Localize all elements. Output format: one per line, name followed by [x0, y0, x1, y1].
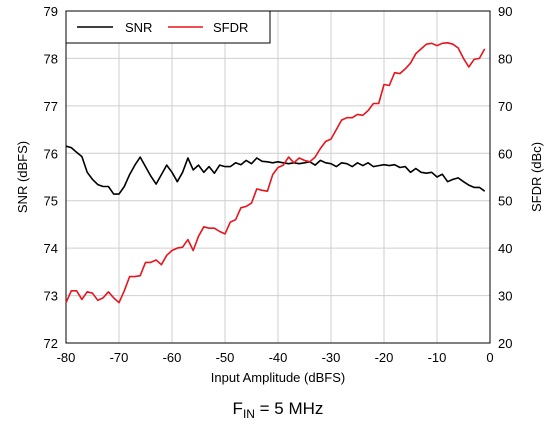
- y-right-tick-label: 40: [498, 241, 512, 256]
- y-right-axis-label: SFDR (dBc): [529, 142, 544, 212]
- x-tick-label: -50: [216, 350, 235, 365]
- y-left-tick-labels: 72 73 74 75 76 77 78 79: [44, 4, 58, 351]
- y-right-tick-label: 30: [498, 289, 512, 304]
- y-right-tick-label: 20: [498, 336, 512, 351]
- x-tick-label: -20: [375, 350, 394, 365]
- series-lines: [65, 41, 486, 304]
- y-left-tick-label: 77: [44, 99, 58, 114]
- y-left-tick-label: 73: [44, 289, 58, 304]
- y-right-tick-label: 60: [498, 146, 512, 161]
- x-tick-labels: -80 -70 -60 -50 -40 -30 -20 -10 0: [57, 350, 494, 365]
- y-right-tick-label: 50: [498, 194, 512, 209]
- x-tick-label: -40: [269, 350, 288, 365]
- y-left-tick-label: 78: [44, 51, 58, 66]
- x-tick-label: -80: [57, 350, 76, 365]
- y-left-tick-label: 79: [44, 4, 58, 19]
- x-tick-label: -30: [322, 350, 341, 365]
- legend-label-sfdr: SFDR: [213, 20, 248, 35]
- grid: [66, 11, 490, 343]
- x-axis-label: Input Amplitude (dBFS): [211, 370, 345, 385]
- chart-caption: FIN = 5 MHz: [233, 399, 324, 421]
- y-left-tick-label: 72: [44, 336, 58, 351]
- y-left-axis-label: SNR (dBFS): [15, 141, 30, 213]
- y-left-tick-label: 76: [44, 146, 58, 161]
- y-left-tick-label: 75: [44, 194, 58, 209]
- y-left-tick-label: 74: [44, 241, 58, 256]
- x-tick-label: -70: [110, 350, 129, 365]
- series-line-sfdr: [65, 41, 486, 304]
- x-tick-label: -10: [428, 350, 447, 365]
- series-line-snr: [65, 145, 486, 195]
- y-right-tick-labels: 20 30 40 50 60 70 80 90: [498, 4, 512, 351]
- legend-label-snr: SNR: [125, 20, 152, 35]
- caption-main: F: [233, 399, 243, 418]
- y-right-tick-label: 90: [498, 4, 512, 19]
- x-tick-label: 0: [486, 350, 493, 365]
- y-right-tick-label: 80: [498, 51, 512, 66]
- x-tick-label: -60: [163, 350, 182, 365]
- y-right-tick-label: 70: [498, 99, 512, 114]
- legend: SNR SFDR: [65, 10, 271, 44]
- plot-frame: [65, 10, 491, 344]
- caption-sub: IN: [243, 407, 255, 421]
- caption-rest: = 5 MHz: [255, 399, 324, 418]
